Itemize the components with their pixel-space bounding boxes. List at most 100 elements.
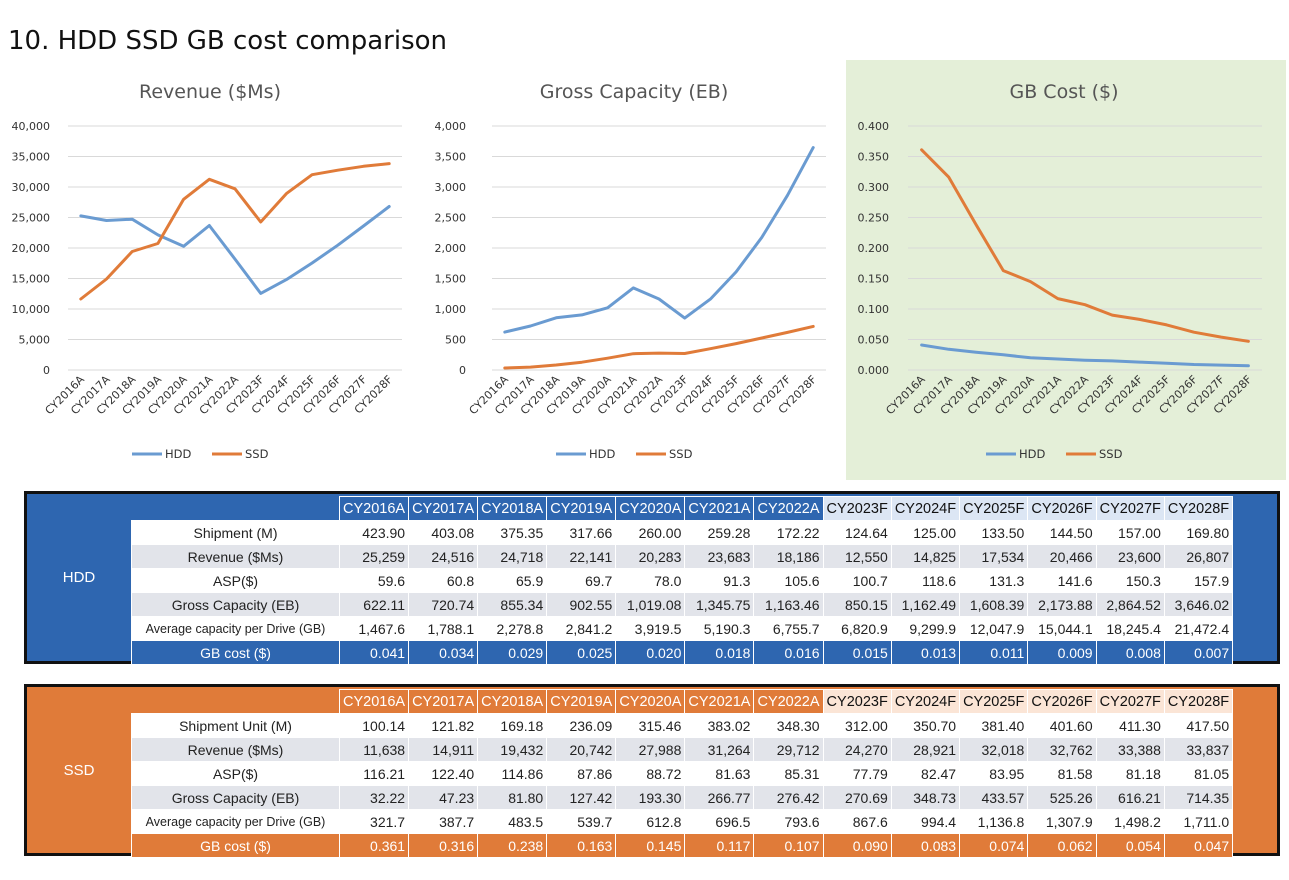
table-cell: 59.6 [338, 568, 410, 593]
row-label: ASP($) [131, 568, 340, 593]
column-header: CY2019A [546, 496, 617, 521]
column-header: CY2022A [753, 496, 824, 521]
chart2-legend-label-hdd: HDD [1019, 447, 1046, 461]
table-cell: 60.8 [408, 568, 479, 593]
table-cell: 317.66 [546, 520, 617, 545]
table-cell: 24,270 [822, 737, 892, 762]
table-cell: 77.79 [822, 761, 892, 786]
row-label: Shipment Unit (M) [131, 713, 340, 738]
table-cell: 270.69 [822, 785, 892, 810]
chart0-ytick-label: 10,000 [12, 303, 51, 316]
table-cell: 616.21 [1095, 785, 1165, 810]
table-cell: 0.041 [338, 640, 410, 665]
table-cell: 150.3 [1095, 568, 1165, 593]
chart0-ytick-label: 5,000 [19, 334, 51, 347]
table-row: Revenue ($Ms) 11,638 14,911 19,432 20,742 27,… [131, 737, 1234, 762]
table-cell: 32,018 [959, 737, 1029, 762]
chart2-series-ssd [920, 148, 1250, 343]
table-cell: 31,264 [684, 737, 755, 762]
chart1-series-hdd [503, 146, 815, 334]
chart2-ytick-label: 0.400 [858, 120, 890, 133]
column-header: CY2028F [1163, 689, 1234, 714]
chart2-series-hdd [920, 343, 1250, 368]
table-cell: 312.00 [822, 713, 892, 738]
ssd-table: CY2016A CY2017A CY2018A CY2019A CY2020A CY202… [131, 689, 1234, 858]
chart1-ytick-label: 2,000 [435, 242, 467, 255]
column-header: CY2025F [959, 496, 1029, 521]
table-cell: 483.5 [477, 809, 548, 834]
table-cell: 260.00 [615, 520, 686, 545]
table-cell: 0.025 [546, 640, 617, 665]
table-row: Revenue ($Ms) 25,259 24,516 24,718 22,141 20,… [131, 544, 1234, 569]
header-blank-cell [132, 690, 340, 714]
table-cell: 0.083 [890, 833, 961, 858]
chart0-title: Revenue ($Ms) [139, 81, 281, 103]
chart0-ytick-label: 40,000 [12, 120, 51, 133]
column-header: CY2016A [338, 496, 410, 521]
table-cell: 1,307.9 [1027, 809, 1097, 834]
table-cell: 22,141 [546, 544, 617, 569]
table-cell: 33,837 [1163, 737, 1234, 762]
table-cell: 47.23 [408, 785, 479, 810]
chart0-ytick-label: 35,000 [12, 151, 51, 164]
table-cell: 403.08 [408, 520, 479, 545]
chart1-ytick-label: 500 [445, 334, 466, 347]
table-cell: 2,841.2 [546, 616, 617, 641]
table-cell: 169.80 [1163, 520, 1234, 545]
table-cell: 2,864.52 [1095, 592, 1165, 617]
table-cell: 193.30 [615, 785, 686, 810]
table-cell: 0.016 [753, 640, 824, 665]
gross-capacity-chart-panel: Gross Capacity (EB) 0 500 1,000 1,500 2,000 2,… [424, 60, 844, 480]
revenue-chart-panel: Revenue ($Ms) 0 5,000 10,000 15,000 20,000 25,… [0, 60, 420, 480]
table-cell: 17,534 [959, 544, 1029, 569]
column-header: CY2024F [890, 496, 961, 521]
table-cell: 20,283 [615, 544, 686, 569]
column-header: CY2027F [1095, 496, 1165, 521]
table-cell: 20,466 [1027, 544, 1097, 569]
table-cell: 0.018 [684, 640, 755, 665]
chart1-ytick-label: 1,000 [435, 303, 467, 316]
table-cell: 1,467.6 [338, 616, 410, 641]
chart1-ytick-label: 3,000 [435, 181, 467, 194]
segment-label-hdd: HDD [62, 569, 96, 586]
table-cell: 0.361 [338, 833, 410, 858]
table-cell: 525.26 [1027, 785, 1097, 810]
table-cell: 236.09 [546, 713, 617, 738]
table-cell: 15,044.1 [1027, 616, 1097, 641]
table-cell: 100.7 [822, 568, 892, 593]
table-cell: 11,638 [338, 737, 410, 762]
column-header: CY2024F [890, 689, 961, 714]
table-cell: 23,683 [684, 544, 755, 569]
gb-cost-chart-panel: GB Cost ($) 0.000 0.050 0.100 0.150 0.200 0.25… [846, 60, 1286, 480]
table-cell: 157.9 [1163, 568, 1234, 593]
chart2-ytick-label: 0.350 [858, 151, 890, 164]
table-cell: 0.145 [615, 833, 686, 858]
segment-label-ssd: SSD [63, 761, 95, 779]
table-cell: 121.82 [408, 713, 479, 738]
column-header: CY2023F [822, 689, 892, 714]
column-header: CY2018A [477, 496, 548, 521]
table-cell: 18,186 [753, 544, 824, 569]
table-cell: 12,047.9 [959, 616, 1029, 641]
chart1-ytick-label: 0 [459, 364, 466, 377]
table-cell: 125.00 [890, 520, 961, 545]
header-blank-cell [132, 497, 340, 521]
table-cell: 18,245.4 [1095, 616, 1165, 641]
table-cell: 0.062 [1027, 833, 1097, 858]
column-header: CY2021A [684, 496, 755, 521]
page-title: 10. HDD SSD GB cost comparison [8, 26, 448, 56]
table-cell: 116.21 [338, 761, 410, 786]
row-label: GB cost ($) [131, 833, 340, 858]
table-cell: 1,711.0 [1163, 809, 1234, 834]
column-header: CY2016A [338, 689, 410, 714]
table-cell: 855.34 [477, 592, 548, 617]
table-cell: 1,788.1 [408, 616, 479, 641]
column-header: CY2017A [408, 496, 479, 521]
table-cell: 850.15 [822, 592, 892, 617]
table-cell: 0.007 [1163, 640, 1234, 665]
table-cell: 114.86 [477, 761, 548, 786]
table-cell: 24,718 [477, 544, 548, 569]
table-cell: 32,762 [1027, 737, 1097, 762]
table-cell: 0.238 [477, 833, 548, 858]
table-cell: 131.3 [959, 568, 1029, 593]
